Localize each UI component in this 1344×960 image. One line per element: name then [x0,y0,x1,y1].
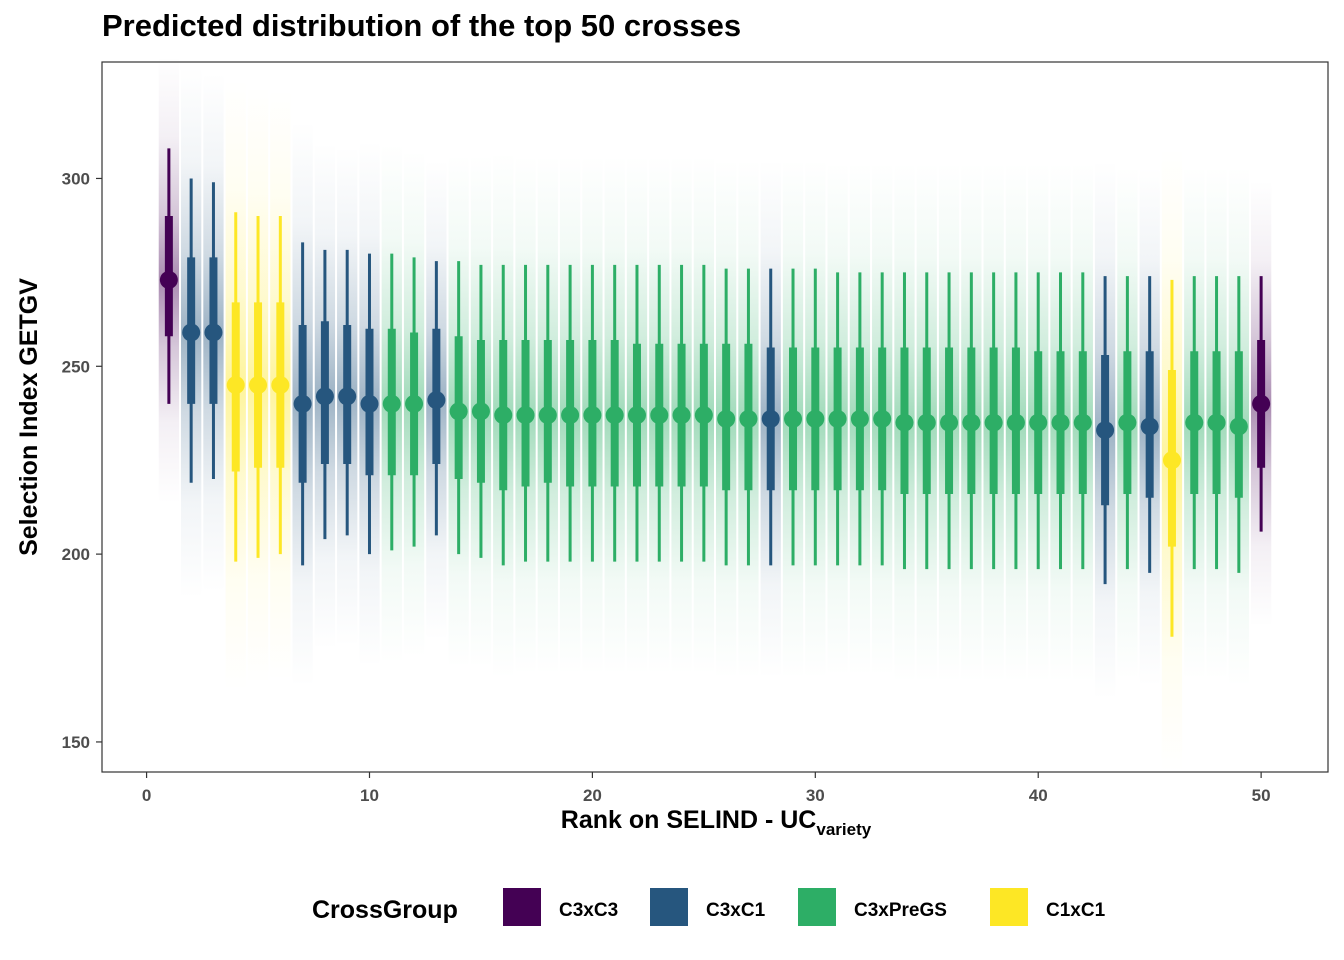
median-point [895,413,914,432]
median-point [672,406,691,425]
median-point [1229,417,1248,436]
median-point [605,406,624,425]
median-point [940,413,959,432]
median-point [1006,413,1025,432]
median-point [627,406,646,425]
legend-swatch [990,888,1028,926]
median-point [449,402,468,421]
median-point [1162,451,1181,470]
legend-title: CrossGroup [312,896,458,924]
median-point [962,413,981,432]
median-point [538,406,557,425]
legend-label: C3xC1 [706,900,766,921]
legend-swatch [503,888,541,926]
x-tick-label: 20 [583,786,602,805]
median-point [159,270,178,289]
median-point [984,413,1003,432]
x-tick-label: 40 [1029,786,1048,805]
median-point [1118,413,1137,432]
median-point [583,406,602,425]
median-point [516,406,535,425]
median-point [717,409,736,428]
median-point [360,394,379,413]
median-point [784,409,803,428]
y-axis-title: Selection Index GETGV [15,278,43,556]
median-point [226,376,245,395]
median-point [694,406,713,425]
y-tick-label: 300 [62,169,90,188]
median-point [1185,413,1204,432]
x-tick-label: 0 [142,786,151,805]
y-tick-label: 250 [62,357,90,376]
median-point [427,391,446,410]
median-point [561,406,580,425]
median-point [249,376,268,395]
legend-label: C1xC1 [1046,900,1106,921]
interval-layer [159,148,1271,637]
median-point [850,409,869,428]
chart-title: Predicted distribution of the top 50 cro… [102,8,742,43]
median-point [471,402,490,421]
median-point [650,406,669,425]
median-point [405,394,424,413]
x-tick-label: 50 [1252,786,1271,805]
gradient-layer [158,56,1272,773]
legend-swatch [650,888,688,926]
median-point [806,409,825,428]
x-axis-title: Rank on SELIND - UCvariety [561,806,872,839]
median-point [739,409,758,428]
x-axis-title-subscript: variety [816,820,871,839]
x-tick-label: 30 [806,786,825,805]
median-point [1096,421,1115,440]
median-point [293,394,312,413]
median-point [315,387,334,406]
legend-label: C3xC3 [559,900,618,921]
median-point [382,394,401,413]
y-tick-label: 150 [62,733,90,752]
median-point [494,406,513,425]
median-point [204,323,223,342]
median-point [1073,413,1092,432]
legend-swatch [798,888,836,926]
median-point [1140,417,1159,436]
y-tick-label: 200 [62,545,90,564]
x-axis-title-main: Rank on SELIND - UC [561,806,817,834]
plot-panel [101,61,1329,773]
median-point [1051,413,1070,432]
x-tick-label: 10 [360,786,379,805]
median-point [1207,413,1226,432]
axes: 0 10 20 30 40 50 150 200 250 300 [62,169,1271,805]
median-point [1252,394,1271,413]
median-point [828,409,847,428]
legend-label: C3xPreGS [854,900,947,921]
median-point [873,409,892,428]
median-point [271,376,290,395]
median-point [338,387,357,406]
median-point [1029,413,1048,432]
legend: CrossGroup C3xC3 C3xC1 C3xPreGS C1xC1 [312,888,1106,926]
median-point [761,409,780,428]
median-point [182,323,201,342]
median-point [917,413,936,432]
